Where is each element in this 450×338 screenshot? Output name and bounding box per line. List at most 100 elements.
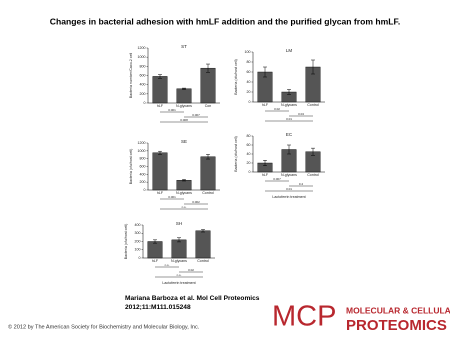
copyright: © 2012 by The American Society for Bioch… <box>8 323 200 330</box>
p-value: 0.04 <box>298 112 304 116</box>
error-bar <box>153 239 157 244</box>
bar <box>176 88 192 104</box>
y-tick-label: 100 <box>135 248 141 252</box>
panel-title: LM <box>286 48 293 53</box>
error-bar <box>206 154 210 160</box>
y-tick-label: 400 <box>140 83 146 87</box>
y-tick-label: 600 <box>140 73 146 77</box>
x-tick-label: hLF <box>262 103 269 107</box>
p-value: 0.007 <box>192 113 200 117</box>
y-tick-label: 60 <box>247 70 251 74</box>
bar <box>195 230 211 259</box>
panel-title: SE <box>181 139 187 144</box>
y-tick-label: 200 <box>140 180 146 184</box>
x-tick-label: N-glycans <box>281 173 297 177</box>
p-value: 0.01 <box>286 117 292 121</box>
error-bar <box>158 74 162 79</box>
y-tick-label: 1200 <box>138 46 146 50</box>
y-tick-label: 1200 <box>138 141 146 145</box>
y-tick-label: 0 <box>144 188 146 192</box>
y-axis-label: Bacteria (cfu/host cell) <box>234 59 238 95</box>
y-tick-label: 200 <box>135 239 141 243</box>
y-tick-label: 20 <box>247 161 251 165</box>
y-tick-label: 100 <box>245 50 251 54</box>
p-value: 0.002 <box>192 200 200 204</box>
x-axis-label: Lactoferrin treatment <box>272 195 305 199</box>
y-axis-label: Bacteria (cfu/host cell) <box>129 149 133 185</box>
y-tick-label: 200 <box>140 92 146 96</box>
y-tick-label: 60 <box>247 143 251 147</box>
y-tick-label: 1000 <box>138 55 146 59</box>
bar <box>152 76 168 104</box>
x-tick-label: Control <box>307 103 319 107</box>
x-axis-label: Lactoferrin treatment <box>162 281 195 285</box>
bar <box>200 156 216 191</box>
error-bar <box>158 150 162 155</box>
error-bar <box>311 59 315 75</box>
x-tick-label: N-glycans <box>171 259 187 263</box>
x-tick-label: hLF <box>157 104 164 108</box>
logo-mark: MCP <box>272 301 336 333</box>
error-bar <box>201 229 205 233</box>
y-tick-label: 0 <box>249 170 251 174</box>
y-tick-label: 1000 <box>138 149 146 153</box>
bar <box>171 239 187 259</box>
p-value: 0.001 <box>168 195 176 199</box>
x-tick-label: Con <box>205 104 212 108</box>
y-tick-label: 800 <box>140 157 146 161</box>
x-tick-label: Control <box>197 259 209 263</box>
y-tick-label: 0 <box>249 100 251 104</box>
y-tick-label: 400 <box>135 223 141 227</box>
p-value: n.s. <box>182 205 187 209</box>
error-bar <box>182 179 186 182</box>
y-tick-label: 80 <box>247 60 251 64</box>
p-value: 0.4 <box>299 182 304 186</box>
y-tick-label: 0 <box>139 256 141 260</box>
error-bar <box>177 237 181 243</box>
panel-title: EC <box>286 132 293 137</box>
bar <box>152 152 168 191</box>
y-axis-label: Bacteria (cfu/host cell) <box>234 136 238 172</box>
p-value: 0.02 <box>188 268 194 272</box>
p-value: n.s. <box>165 263 170 267</box>
y-tick-label: 800 <box>140 64 146 68</box>
y-tick-label: 80 <box>247 134 251 138</box>
bar <box>176 180 192 191</box>
bar <box>147 241 163 259</box>
panel-title: ST <box>181 44 187 49</box>
x-tick-label: hLF <box>262 173 269 177</box>
y-axis-label: Bacteria (cfu/host cell) <box>124 224 128 260</box>
y-tick-label: 20 <box>247 90 251 94</box>
p-value: 0.001 <box>168 108 176 112</box>
x-tick-label: N-glycans <box>176 191 192 195</box>
panel-title: SH <box>176 221 182 226</box>
p-value: n.s. <box>177 273 182 277</box>
citation: Mariana Barboza et al. Mol Cell Proteomi… <box>125 295 260 302</box>
citation: 2012;11:M111.015248 <box>125 304 191 311</box>
error-bar <box>263 160 267 166</box>
error-bar <box>311 147 315 156</box>
bar <box>200 67 216 104</box>
logo-text: MOLECULAR & CELLULAR <box>346 305 450 315</box>
error-bar <box>287 144 291 155</box>
x-tick-label: hLF <box>152 259 159 263</box>
y-tick-label: 300 <box>135 231 141 235</box>
x-tick-label: Control <box>307 173 319 177</box>
y-tick-label: 0 <box>144 101 146 105</box>
y-tick-label: 600 <box>140 164 146 168</box>
p-value: 0.007 <box>273 177 281 181</box>
error-bar <box>182 87 186 90</box>
y-tick-label: 40 <box>247 152 251 156</box>
x-tick-label: Control <box>202 191 214 195</box>
y-tick-label: 40 <box>247 80 251 84</box>
y-tick-label: 400 <box>140 172 146 176</box>
error-bar <box>287 89 291 95</box>
p-value: 0.008 <box>180 118 188 122</box>
x-tick-label: N-glycans <box>176 104 192 108</box>
y-axis-label: Bacteria number/Caco-2 cell <box>129 53 133 99</box>
logo-text: PROTEOMICS <box>346 317 447 334</box>
p-value: 0.01 <box>286 187 292 191</box>
x-tick-label: N-glycans <box>281 103 297 107</box>
p-value: 0.02 <box>274 107 280 111</box>
